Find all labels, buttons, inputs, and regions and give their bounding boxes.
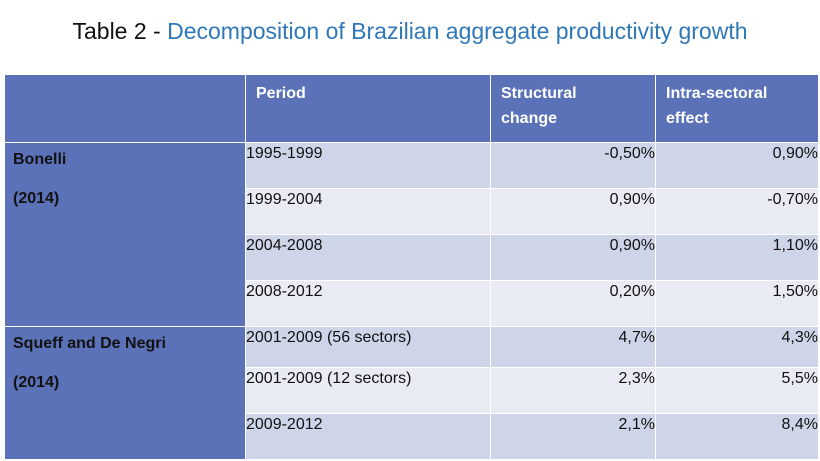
author-year: (2014)	[13, 190, 60, 207]
header-cell-intra: Intra-sectoral effect	[655, 74, 819, 143]
author-cell-bonelli: Bonelli (2014)	[4, 142, 246, 327]
period-cell: 2001-2009 (56 sectors)	[245, 326, 491, 368]
header-cell-structural: Structural change	[490, 74, 656, 143]
intra-cell: 4,3%	[655, 326, 819, 368]
period-cell: 2001-2009 (12 sectors)	[245, 367, 491, 414]
structural-cell: 2,1%	[490, 413, 656, 460]
header-intra-line1: Intra-sectoral	[666, 85, 768, 102]
period-cell: 1995-1999	[245, 142, 491, 189]
intra-cell: -0,70%	[655, 188, 819, 235]
header-row: Period Structural change Intra-sectoral ef…	[4, 74, 819, 143]
intra-cell: 1,50%	[655, 280, 819, 327]
table-title-text: Decomposition of Brazilian aggregate pro…	[167, 18, 748, 44]
structural-cell: 4,7%	[490, 326, 656, 368]
header-structural-line2: change	[501, 110, 558, 127]
table-row: 1999-2004 0,90% -0,70%	[4, 188, 819, 235]
author-year: (2014)	[13, 374, 60, 391]
header-cell-period: Period	[245, 74, 491, 143]
structural-cell: 0,90%	[490, 234, 656, 281]
author-name: Squeff and De Negri	[13, 335, 166, 352]
productivity-table: Period Structural change Intra-sectoral ef…	[4, 74, 819, 460]
table-title: Table 2 - Decomposition of Brazilian agg…	[0, 18, 820, 45]
author-name: Bonelli	[13, 151, 67, 168]
header-structural-line1: Structural	[501, 85, 577, 102]
intra-cell: 0,90%	[655, 142, 819, 189]
structural-cell: 0,20%	[490, 280, 656, 327]
structural-cell: -0,50%	[490, 142, 656, 189]
header-intra-line2: effect	[666, 110, 709, 127]
table-row: Bonelli (2014) 1995-1999 -0,50% 0,90%	[4, 142, 819, 327]
intra-cell: 5,5%	[655, 367, 819, 414]
author-cell-squeff: Squeff and De Negri (2014)	[4, 326, 246, 460]
header-cell-empty	[4, 74, 246, 143]
period-cell: 2004-2008	[245, 234, 491, 281]
table-row: Squeff and De Negri (2014) 2001-2009 (56…	[4, 326, 819, 460]
period-cell: 2008-2012	[245, 280, 491, 327]
structural-cell: 2,3%	[490, 367, 656, 414]
table-title-prefix: Table 2 -	[72, 18, 168, 44]
intra-cell: 8,4%	[655, 413, 819, 460]
period-cell: 1999-2004	[245, 188, 491, 235]
period-cell: 2009-2012	[245, 413, 491, 460]
intra-cell: 1,10%	[655, 234, 819, 281]
structural-cell: 0,90%	[490, 188, 656, 235]
